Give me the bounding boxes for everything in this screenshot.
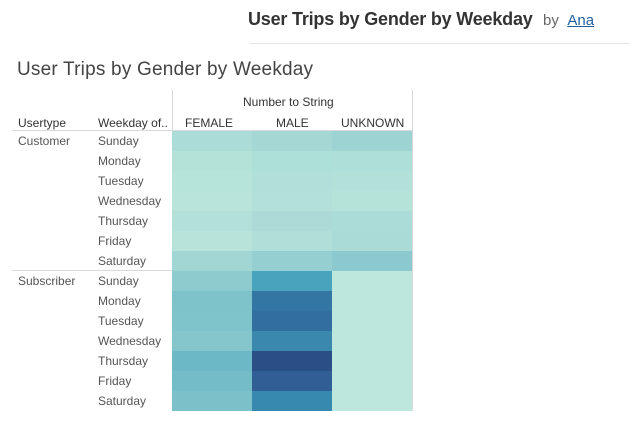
weekday-label-customer-thursday[interactable]: Thursday [98,214,149,228]
heatmap-cell-customer-sunday-male[interactable] [252,131,332,151]
heatmap-cell-customer-thursday-male[interactable] [252,211,332,231]
heatmap-cell-subscriber-monday-male[interactable] [252,291,332,311]
weekday-label-customer-tuesday[interactable]: Tuesday [98,174,144,188]
heatmap-cell-customer-sunday-unknown[interactable] [332,131,412,151]
weekday-label-customer-wednesday[interactable]: Wednesday [98,194,162,208]
header-divider-right [412,90,413,130]
weekday-label-subscriber-wednesday[interactable]: Wednesday [98,334,162,348]
column-label-male[interactable]: MALE [276,116,309,130]
heatmap-cell-subscriber-tuesday-unknown[interactable] [332,311,412,331]
heatmap-cell-subscriber-sunday-male[interactable] [252,271,332,291]
weekday-label-subscriber-monday[interactable]: Monday [98,294,141,308]
heatmap-cell-customer-wednesday-unknown[interactable] [332,191,412,211]
weekday-label-subscriber-friday[interactable]: Friday [98,374,132,388]
column-label-female[interactable]: FEMALE [185,116,234,130]
weekday-label-customer-friday[interactable]: Friday [98,234,132,248]
heatmap-cell-subscriber-monday-unknown[interactable] [332,291,412,311]
author-link[interactable]: Ana [567,12,595,29]
heatmap-cell-subscriber-friday-female[interactable] [172,371,252,391]
heatmap-cell-subscriber-thursday-male[interactable] [252,351,332,371]
column-header-title: Number to String [243,95,334,109]
heatmap-cell-subscriber-friday-male[interactable] [252,371,332,391]
heatmap-cell-customer-friday-female[interactable] [172,231,252,251]
weekday-label-subscriber-thursday[interactable]: Thursday [98,354,149,368]
header-divider [250,43,630,44]
heatmap-cell-subscriber-saturday-female[interactable] [172,391,252,411]
heatmap-cell-subscriber-wednesday-female[interactable] [172,331,252,351]
heatmap-cell-customer-sunday-female[interactable] [172,131,252,151]
heatmap-cell-customer-saturday-unknown[interactable] [332,251,412,271]
heatmap-cell-subscriber-wednesday-male[interactable] [252,331,332,351]
heatmap-cell-subscriber-tuesday-male[interactable] [252,311,332,331]
heatmap-cell-customer-tuesday-male[interactable] [252,171,332,191]
heatmap-cell-customer-thursday-unknown[interactable] [332,211,412,231]
heatmap-cell-subscriber-thursday-female[interactable] [172,351,252,371]
viz-title: User Trips by Gender by Weekday [17,59,314,80]
dashboard-header: User Trips by Gender by Weekday by Ana [248,9,630,33]
heatmap-cell-customer-thursday-female[interactable] [172,211,252,231]
weekday-label-customer-sunday[interactable]: Sunday [98,134,139,148]
heatmap-cell-customer-friday-unknown[interactable] [332,231,412,251]
row-header-weekday[interactable]: Weekday of.. [98,116,168,130]
column-label-unknown[interactable]: UNKNOWN [341,116,405,130]
row-header-usertype[interactable]: Usertype [18,116,67,130]
heatmap-cell-subscriber-saturday-unknown[interactable] [332,391,412,411]
heatmap-cell-subscriber-wednesday-unknown[interactable] [332,331,412,351]
heatmap-cell-subscriber-tuesday-female[interactable] [172,311,252,331]
weekday-label-subscriber-sunday[interactable]: Sunday [98,274,139,288]
heatmap-cell-subscriber-friday-unknown[interactable] [332,371,412,391]
heatmap-cell-subscriber-sunday-female[interactable] [172,271,252,291]
heatmap-cell-customer-wednesday-female[interactable] [172,191,252,211]
usertype-label-subscriber[interactable]: Subscriber [18,274,76,288]
usertype-label-customer[interactable]: Customer [18,134,71,148]
heatmap-cell-subscriber-thursday-unknown[interactable] [332,351,412,371]
byline-by: by [543,12,559,29]
dashboard-title: User Trips by Gender by Weekday [248,9,533,29]
weekday-label-customer-monday[interactable]: Monday [98,154,141,168]
heatmap-cell-customer-saturday-male[interactable] [252,251,332,271]
heatmap-cell-customer-tuesday-unknown[interactable] [332,171,412,191]
heatmap-cell-customer-friday-male[interactable] [252,231,332,251]
heatmap-cell-customer-monday-unknown[interactable] [332,151,412,171]
header-divider-left [172,90,173,130]
weekday-label-subscriber-saturday[interactable]: Saturday [98,394,147,408]
weekday-label-customer-saturday[interactable]: Saturday [98,254,147,268]
heatmap-cell-customer-monday-male[interactable] [252,151,332,171]
heatmap-cell-customer-tuesday-female[interactable] [172,171,252,191]
heatmap-cell-customer-wednesday-male[interactable] [252,191,332,211]
heatmap-cell-subscriber-monday-female[interactable] [172,291,252,311]
header-bottom-rule [12,130,413,131]
heatmap-cell-subscriber-saturday-male[interactable] [252,391,332,411]
grid-right-border [412,130,413,411]
heatmap-cell-customer-saturday-female[interactable] [172,251,252,271]
heatmap-cell-subscriber-sunday-unknown[interactable] [332,271,412,291]
weekday-label-subscriber-tuesday[interactable]: Tuesday [98,314,144,328]
heatmap-cell-customer-monday-female[interactable] [172,151,252,171]
